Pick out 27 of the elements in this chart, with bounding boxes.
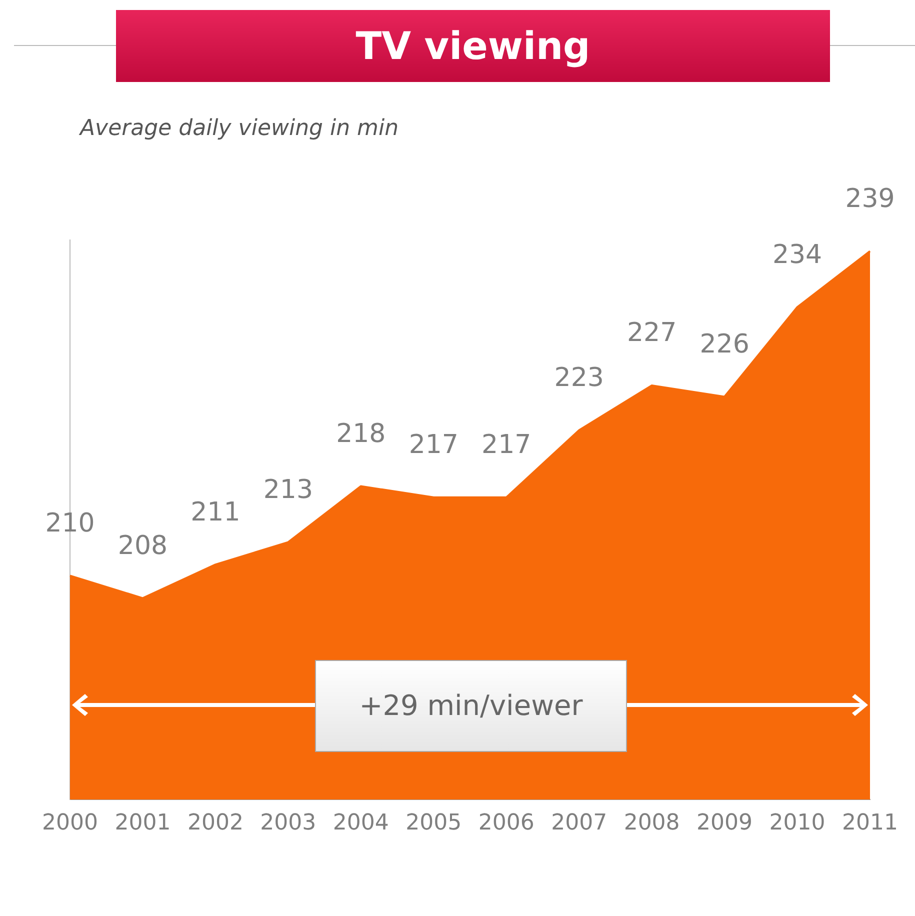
x-tick-label: 2003 <box>260 810 316 836</box>
x-tick-label: 2006 <box>478 810 534 836</box>
data-label: 239 <box>845 184 895 214</box>
chart-subtitle: Average daily viewing in min <box>80 116 399 141</box>
data-label: 210 <box>45 508 95 539</box>
data-label: 211 <box>190 497 240 528</box>
data-label: 226 <box>700 329 750 360</box>
x-tick-label: 2004 <box>332 810 389 836</box>
data-label: 234 <box>772 240 822 270</box>
data-label: 208 <box>118 530 168 561</box>
x-tick-label: 2005 <box>406 810 462 836</box>
data-label: 217 <box>482 430 532 460</box>
chart-title: TV viewing <box>356 24 590 68</box>
x-tick-label: 2007 <box>551 810 608 836</box>
x-tick-label: 2008 <box>624 810 680 836</box>
x-tick-label: 2009 <box>696 810 753 836</box>
data-label: 227 <box>627 318 677 348</box>
x-tick-label: 2001 <box>114 810 171 836</box>
x-tick-label: 2002 <box>187 810 244 836</box>
annotation: +29 min/viewer <box>315 660 627 752</box>
x-tick-label: 2000 <box>42 810 98 836</box>
x-tick-label: 2011 <box>842 810 898 836</box>
data-label: 218 <box>336 418 386 449</box>
data-label: 223 <box>554 363 604 394</box>
data-label: 217 <box>408 430 458 460</box>
data-label: 213 <box>263 474 313 505</box>
x-tick-label: 2010 <box>769 810 826 836</box>
